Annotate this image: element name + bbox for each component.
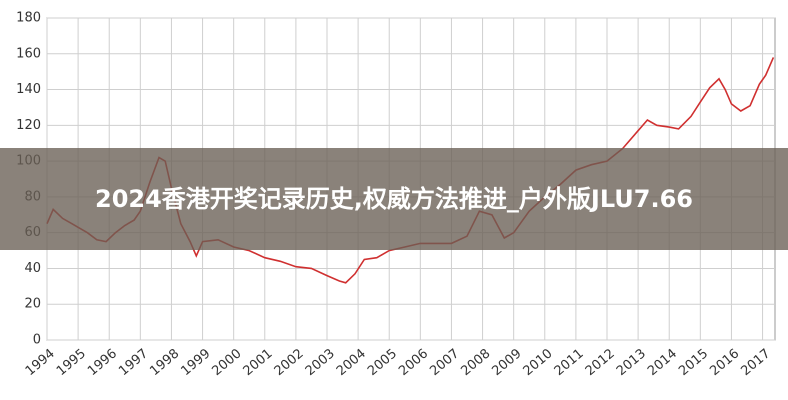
y-tick-label: 20 (24, 297, 41, 312)
y-tick-label: 120 (16, 118, 41, 133)
x-tick-label: 1998 (147, 346, 182, 379)
x-tick-label: 2009 (489, 346, 524, 379)
x-tick-label: 2011 (552, 346, 587, 379)
x-tick-label: 2003 (303, 346, 338, 379)
x-tick-label: 2002 (272, 346, 307, 379)
x-tick-label: 1997 (116, 346, 151, 379)
x-tick-label: 2010 (521, 346, 556, 379)
x-tick-label: 1994 (23, 346, 58, 379)
banner: 2024香港开奖记录历史,权威方法推进_户外版JLU7.66 (0, 148, 788, 250)
x-tick-label: 1999 (178, 346, 213, 379)
y-tick-label: 180 (16, 11, 41, 26)
y-tick-label: 40 (24, 261, 41, 276)
x-tick-label: 1996 (85, 346, 120, 379)
x-tick-label: 2017 (738, 346, 773, 379)
banner-title: 2024香港开奖记录历史,权威方法推进_户外版JLU7.66 (95, 185, 693, 213)
x-tick-label: 2007 (427, 346, 462, 379)
x-tick-label: 2015 (676, 346, 711, 379)
x-tick-label: 2004 (334, 346, 369, 379)
x-tick-label: 2005 (365, 346, 400, 379)
x-tick-label: 2016 (707, 346, 742, 379)
x-tick-label: 2000 (209, 346, 244, 379)
y-tick-label: 160 (16, 46, 41, 61)
x-tick-label: 2006 (396, 346, 431, 379)
x-tick-label: 2013 (614, 346, 649, 379)
x-tick-label: 2008 (458, 346, 493, 379)
x-tick-label: 1995 (54, 346, 89, 379)
y-tick-label: 140 (16, 82, 41, 97)
x-tick-label: 2012 (583, 346, 618, 379)
x-tick-label: 2001 (241, 346, 276, 379)
x-tick-label: 2014 (645, 346, 680, 379)
y-tick-label: 0 (33, 333, 41, 348)
